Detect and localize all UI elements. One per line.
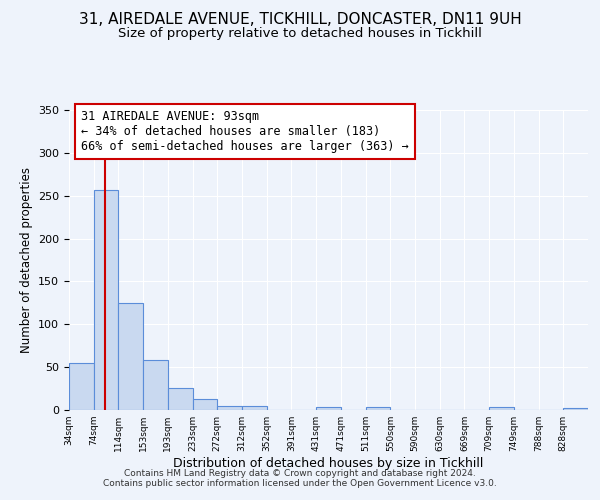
Bar [69,363,94,410]
Bar [143,360,168,410]
Text: 31, AIREDALE AVENUE, TICKHILL, DONCASTER, DN11 9UH: 31, AIREDALE AVENUE, TICKHILL, DONCASTER… [79,12,521,28]
Bar [365,408,390,410]
Text: Size of property relative to detached houses in Tickhill: Size of property relative to detached ho… [118,28,482,40]
Bar [168,388,193,410]
Text: Contains public sector information licensed under the Open Government Licence v3: Contains public sector information licen… [103,478,497,488]
Text: 31 AIREDALE AVENUE: 93sqm
← 34% of detached houses are smaller (183)
66% of semi: 31 AIREDALE AVENUE: 93sqm ← 34% of detac… [82,110,409,153]
Bar [316,408,341,410]
Bar [118,303,143,410]
Bar [94,190,118,410]
Bar [193,399,217,410]
Bar [563,408,588,410]
Text: Contains HM Land Registry data © Crown copyright and database right 2024.: Contains HM Land Registry data © Crown c… [124,468,476,477]
Bar [489,406,514,410]
Y-axis label: Number of detached properties: Number of detached properties [20,167,32,353]
Bar [217,406,242,410]
X-axis label: Distribution of detached houses by size in Tickhill: Distribution of detached houses by size … [173,457,484,470]
Bar [242,406,267,410]
